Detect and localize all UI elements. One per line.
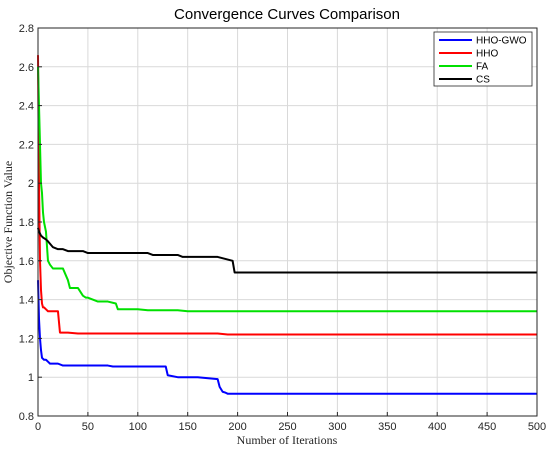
- x-tick-label: 50: [82, 421, 94, 433]
- y-tick-label: 0.8: [19, 411, 34, 423]
- y-axis-label: Objective Function Value: [1, 161, 15, 283]
- legend-label-cs: CS: [476, 75, 490, 86]
- legend-label-fa: FA: [476, 62, 489, 73]
- x-tick-label: 300: [328, 421, 346, 433]
- x-tick-label: 400: [428, 421, 446, 433]
- series-line-fa: [37, 66, 537, 313]
- series-line-cs: [37, 227, 537, 274]
- legend-label-hho: HHO: [476, 49, 498, 60]
- x-tick-label: 100: [129, 421, 147, 433]
- y-tick-label: 1.6: [19, 256, 34, 268]
- chart-title: Convergence Curves Comparison: [174, 6, 400, 23]
- y-tick-label: 2.6: [19, 62, 34, 74]
- y-axis-ticks: 0.8 1 1.2 1.4 1.6 1.8 2 2.2 2.4 2.6 2.8: [19, 23, 42, 423]
- series-layer: [37, 55, 537, 395]
- y-tick-label: 2.2: [19, 139, 34, 151]
- y-tick-label: 1: [28, 372, 34, 384]
- x-tick-label: 200: [228, 421, 246, 433]
- legend: HHO-GWO HHO FA CS: [433, 31, 533, 87]
- series-line-hho-gwo: [37, 280, 537, 395]
- y-tick-label: 1.2: [19, 333, 34, 345]
- x-tick-label: 250: [278, 421, 296, 433]
- x-tick-label: 500: [528, 421, 546, 433]
- x-tick-label: 0: [35, 421, 41, 433]
- legend-label-hho-gwo: HHO-GWO: [476, 36, 527, 47]
- x-tick-label: 450: [478, 421, 496, 433]
- x-axis-ticks: 0 50 100 150 200 250 300 350 400 450 500: [35, 412, 546, 433]
- x-tick-label: 350: [378, 421, 396, 433]
- series-line-hho: [37, 55, 537, 336]
- y-tick-label: 2.4: [19, 101, 34, 113]
- y-tick-label: 1.4: [19, 295, 34, 307]
- x-axis-label: Number of Iterations: [237, 433, 338, 447]
- y-tick-label: 2: [28, 178, 34, 190]
- y-tick-label: 2.8: [19, 23, 34, 35]
- x-tick-label: 150: [179, 421, 197, 433]
- y-tick-label: 1.8: [19, 217, 34, 229]
